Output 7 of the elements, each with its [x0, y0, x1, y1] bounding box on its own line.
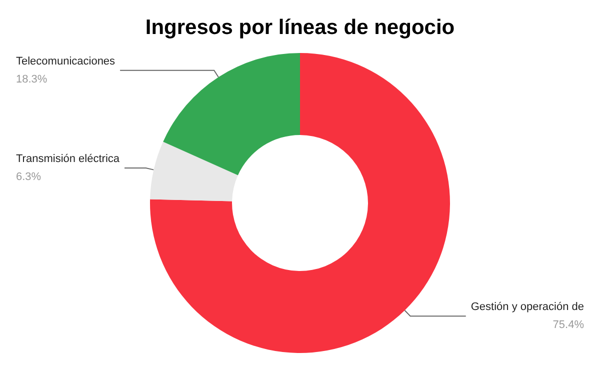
data-label: 75.4% — [552, 319, 584, 332]
slice-label: Telecomunicaciones — [16, 55, 116, 68]
data-label: 6.3% — [16, 171, 42, 184]
chart-title: Ingresos por líneas de negocio — [145, 16, 455, 39]
slice-label: Transmisión eléctrica — [16, 153, 120, 166]
slice-label: Gestión y operación de — [470, 301, 584, 314]
data-label: 18.3% — [16, 73, 48, 86]
